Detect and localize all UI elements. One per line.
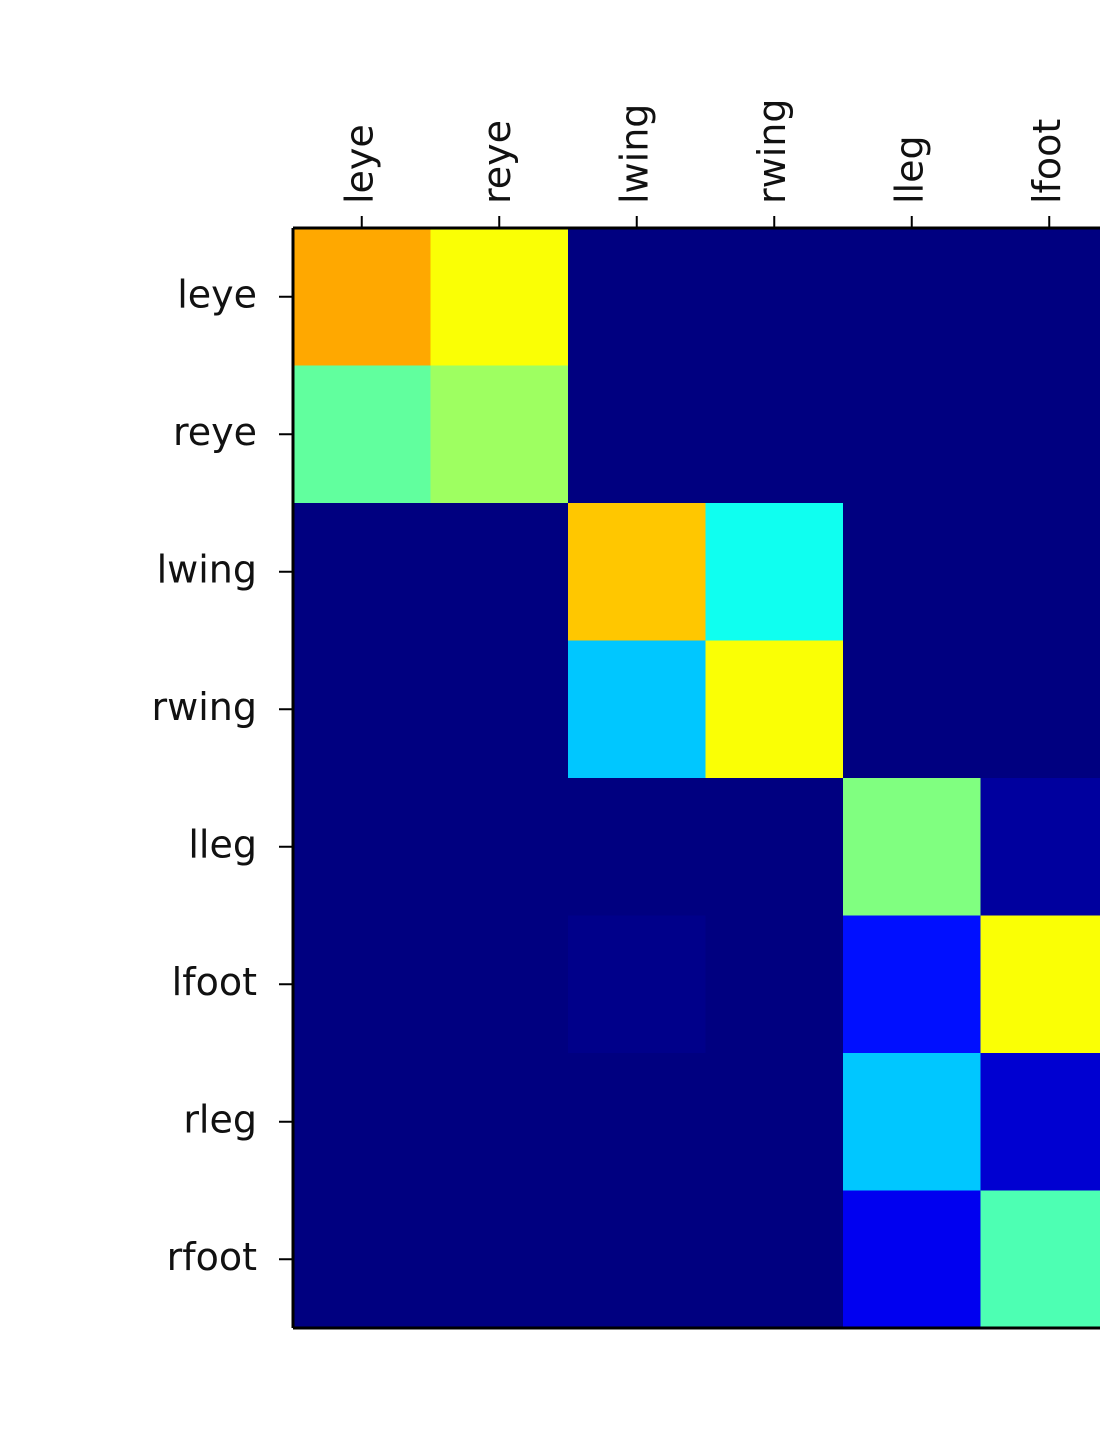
heatmap-cell (843, 1190, 981, 1328)
heatmap-cell (705, 228, 843, 366)
heatmap-cell (980, 365, 1100, 503)
heatmap-cell (980, 1053, 1100, 1191)
heatmap-cell (843, 778, 981, 916)
y-tick-label: lleg (188, 822, 257, 866)
heatmap-cell (568, 1053, 706, 1191)
heatmap-cell (568, 503, 706, 641)
y-tick-label: rleg (183, 1097, 257, 1141)
y-tick-label: lfoot (172, 960, 257, 1004)
heatmap-cell (843, 1053, 981, 1191)
heatmap-cell (430, 778, 568, 916)
x-tick-label: lleg (887, 135, 931, 204)
heatmap-cell (705, 503, 843, 641)
y-tick-label: reye (173, 410, 257, 454)
heatmap-cell (293, 915, 431, 1053)
y-tick-label: rfoot (167, 1235, 257, 1279)
heatmap-cell (293, 1053, 431, 1191)
heatmap-cell (843, 915, 981, 1053)
heatmap-cell (705, 365, 843, 503)
heatmap-cell (980, 778, 1100, 916)
heatmap-cell (568, 640, 706, 778)
heatmap-cell (293, 640, 431, 778)
y-tick-label: rwing (152, 685, 257, 729)
heatmap-cell (705, 1190, 843, 1328)
heatmap-cell (980, 1190, 1100, 1328)
heatmap-cell (705, 640, 843, 778)
heatmap-cell (843, 228, 981, 366)
heatmap-cell (843, 365, 981, 503)
x-tick-label: lfoot (1025, 119, 1069, 204)
heatmap-cell (705, 915, 843, 1053)
heatmap-cell (705, 778, 843, 916)
heatmap-cell (980, 503, 1100, 641)
heatmap-cell (430, 228, 568, 366)
heatmap-cell (293, 778, 431, 916)
heatmap-cell (568, 778, 706, 916)
heatmap-cell (430, 1190, 568, 1328)
heatmap-cell (430, 365, 568, 503)
heatmap-cell (293, 503, 431, 641)
y-tick-label: lwing (157, 547, 257, 591)
heatmap-cell (843, 640, 981, 778)
heatmap-cell (568, 1190, 706, 1328)
heatmap-cell (293, 228, 431, 366)
heatmap-cell (843, 503, 981, 641)
x-tick-label: lwing (612, 104, 656, 204)
heatmap-cell (293, 1190, 431, 1328)
heatmap-cell (980, 228, 1100, 366)
heatmap-cell (568, 915, 706, 1053)
heatmap-cell (293, 365, 431, 503)
heatmap-cell (430, 915, 568, 1053)
heatmap-cell (430, 1053, 568, 1191)
heatmap-cell (980, 915, 1100, 1053)
heatmap-cell (568, 365, 706, 503)
heatmap-cell (430, 503, 568, 641)
heatmap-cell (705, 1053, 843, 1191)
heatmap-cell (430, 640, 568, 778)
heatmap-cell (568, 228, 706, 366)
x-tick-label: leye (337, 124, 381, 204)
x-tick-label: reye (475, 120, 519, 204)
y-tick-label: leye (177, 272, 257, 316)
heatmap-cell (980, 640, 1100, 778)
x-tick-label: rwing (750, 99, 794, 204)
